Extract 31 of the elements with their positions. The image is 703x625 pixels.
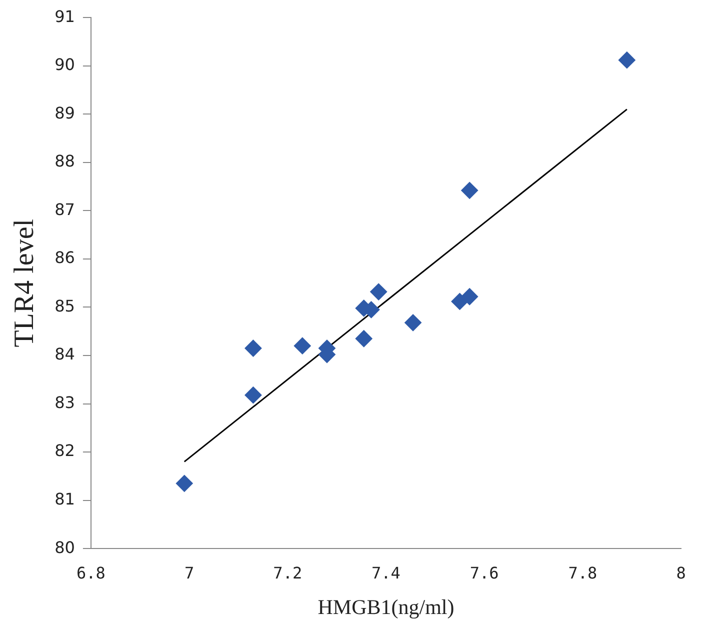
y-tick-label: 88 — [54, 152, 75, 171]
point — [176, 474, 193, 492]
x-tick-label: 7.8 — [568, 563, 598, 582]
y-tick-label: 85 — [54, 296, 75, 316]
y-tick-label: 81 — [54, 489, 75, 508]
x-tick-label: 6.8 — [76, 563, 106, 582]
x-tick-label: 7 — [184, 563, 194, 582]
y-tick-label: 91 — [54, 6, 75, 26]
x-tick-label: 7.2 — [273, 563, 302, 582]
y-tick-label: 82 — [54, 441, 75, 460]
x-tick-label: 7.4 — [372, 563, 400, 582]
y-tick-label: 90 — [54, 55, 75, 74]
point — [370, 283, 388, 300]
point — [294, 337, 311, 354]
y-tick-label: 87 — [54, 200, 75, 219]
x-axis-title: HMGB1(ng/ml) — [318, 594, 454, 619]
x-tick-label: 8 — [676, 563, 686, 582]
x-tick-label: 7.6 — [470, 563, 499, 582]
point — [618, 52, 636, 69]
point — [461, 288, 478, 306]
point — [461, 182, 478, 199]
point — [404, 314, 422, 332]
point — [355, 330, 372, 348]
point — [244, 386, 262, 404]
y-tick-label: 86 — [54, 248, 75, 268]
point — [244, 340, 262, 357]
y-tick-label: 89 — [54, 103, 75, 122]
y-tick-label: 80 — [54, 538, 75, 557]
y-axis-title: TLR4 level — [9, 218, 40, 348]
y-tick-label: 83 — [54, 392, 75, 412]
y-tick-label: 84 — [54, 344, 75, 364]
